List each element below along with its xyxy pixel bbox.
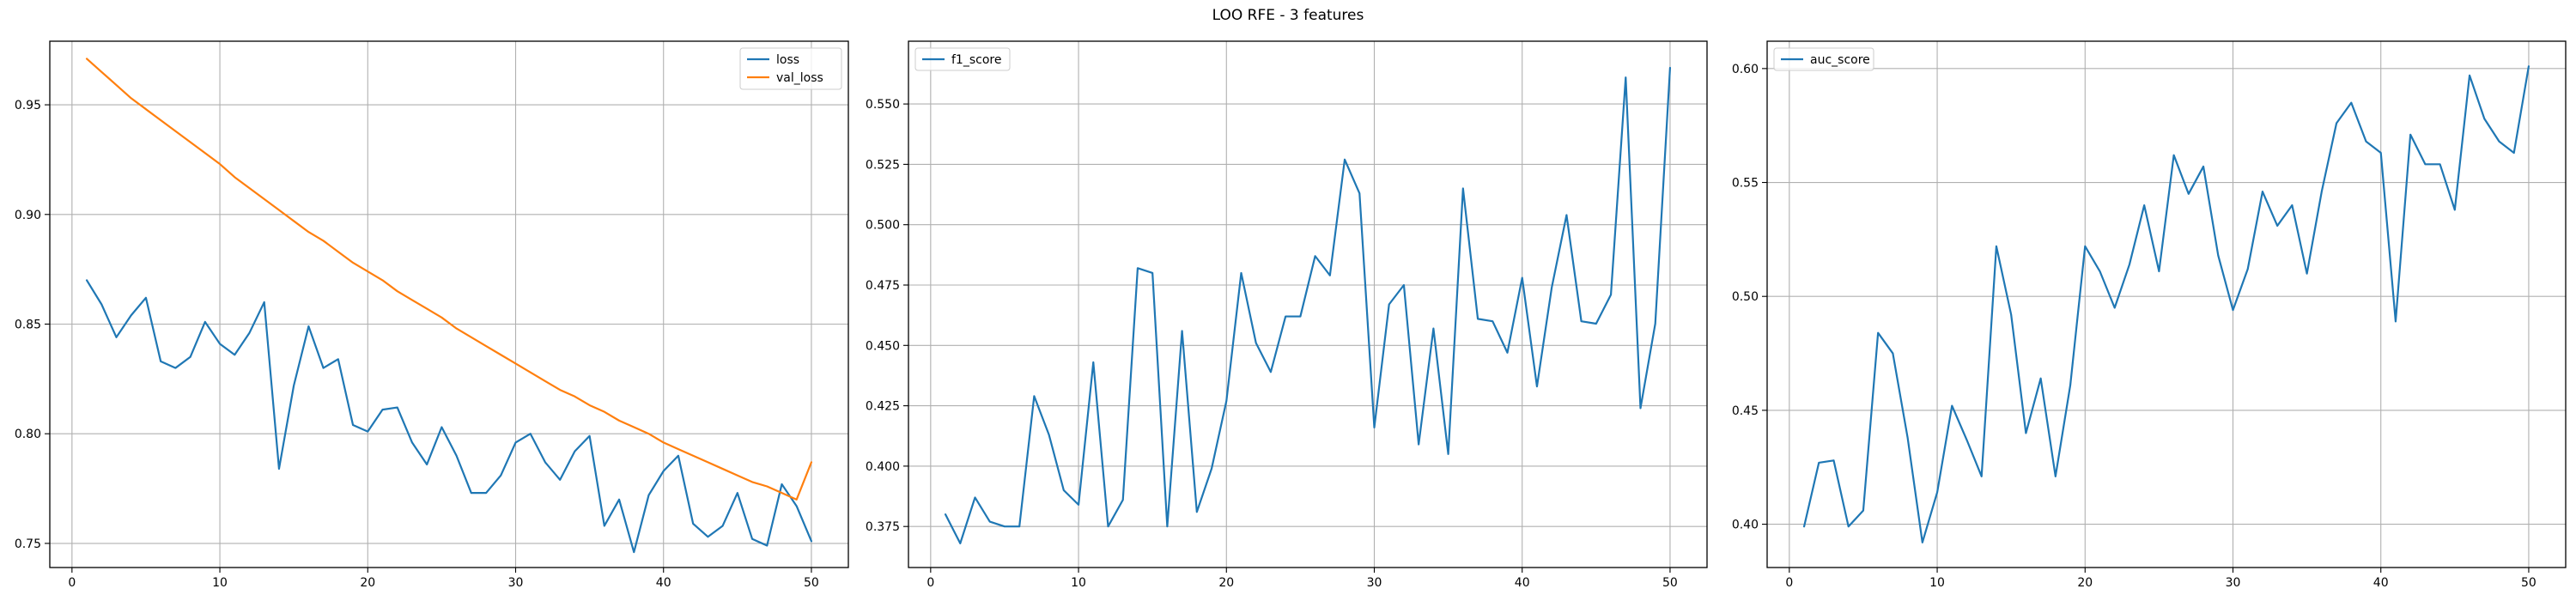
figure-title: LOO RFE - 3 features — [1212, 7, 1364, 24]
chart1-y-tick-label: 0.85 — [15, 318, 41, 331]
chart2-plot-area — [908, 41, 1707, 568]
chart1-y-tick-label: 0.90 — [15, 209, 41, 222]
chart2-y-tick-label: 0.450 — [866, 339, 900, 353]
chart2-x-tick-label: 10 — [1071, 576, 1086, 590]
chart2-x-tick-label: 30 — [1367, 576, 1382, 590]
chart3-x-tick-label: 0 — [1785, 576, 1793, 590]
chart3-y-tick-label: 0.45 — [1732, 404, 1759, 418]
chart2-x-tick-label: 40 — [1515, 576, 1530, 590]
chart1-y-tick-label: 0.95 — [15, 99, 41, 112]
chart1-x-tick-label: 20 — [360, 576, 375, 590]
chart1-y-tick-label: 0.75 — [15, 537, 41, 551]
chart3-x-tick-label: 20 — [2077, 576, 2093, 590]
chart1-frame — [49, 40, 849, 568]
chart1-legend-label-loss: loss — [776, 53, 799, 67]
chart3-x-tick-label: 50 — [2521, 576, 2537, 590]
chart1-legend-label-val-loss: val_loss — [776, 71, 823, 85]
chart3-y-tick-label: 0.40 — [1732, 519, 1759, 532]
chart2-x-tick-label: 0 — [927, 576, 934, 590]
chart3-y-tick-label: 0.55 — [1732, 177, 1759, 191]
chart2-y-tick-label: 0.425 — [866, 400, 900, 414]
chart2-y-tick-label: 0.500 — [866, 219, 900, 233]
chart3-x-tick-label: 40 — [2373, 576, 2389, 590]
chart2-series-line-f1-score — [944, 66, 1672, 544]
chart1-plot-area — [50, 41, 848, 568]
chart2-legend-label-f1-score: f1_score — [951, 53, 1001, 67]
chart1-x-tick-label: 30 — [508, 576, 524, 590]
chart2-x-tick-label: 50 — [1662, 576, 1678, 590]
chart1-x-tick-label: 50 — [804, 576, 819, 590]
chart3-x-tick-label: 30 — [2226, 576, 2241, 590]
chart2-legend — [914, 47, 1011, 71]
chart2-y-tick-label: 0.550 — [866, 98, 900, 112]
chart1-x-tick-label: 10 — [212, 576, 228, 590]
chart2-y-tick-label: 0.475 — [866, 279, 900, 293]
chart1-series-line-val-loss — [85, 58, 813, 501]
chart3-x-tick-label: 10 — [1929, 576, 1945, 590]
chart2-y-tick-label: 0.375 — [866, 520, 900, 534]
chart3-y-tick-label: 0.60 — [1732, 63, 1759, 76]
chart3-legend-label-auc-score: auc_score — [1810, 53, 1870, 67]
chart2-y-tick-label: 0.525 — [866, 158, 900, 172]
chart3-legend — [1773, 47, 1874, 71]
chart1-y-tick-label: 0.80 — [15, 428, 41, 441]
chart1-x-tick-label: 40 — [656, 576, 671, 590]
chart3-y-tick-label: 0.50 — [1732, 290, 1759, 304]
chart3-plot-area — [1767, 41, 2566, 568]
chart3-series-line-auc-score — [1802, 65, 2530, 543]
chart1-x-tick-label: 0 — [68, 576, 76, 590]
chart2-frame — [908, 40, 1708, 568]
chart1-series-line-loss — [85, 279, 813, 554]
chart2-x-tick-label: 20 — [1218, 576, 1234, 590]
chart3-frame — [1766, 40, 2567, 568]
chart2-y-tick-label: 0.400 — [866, 460, 900, 474]
